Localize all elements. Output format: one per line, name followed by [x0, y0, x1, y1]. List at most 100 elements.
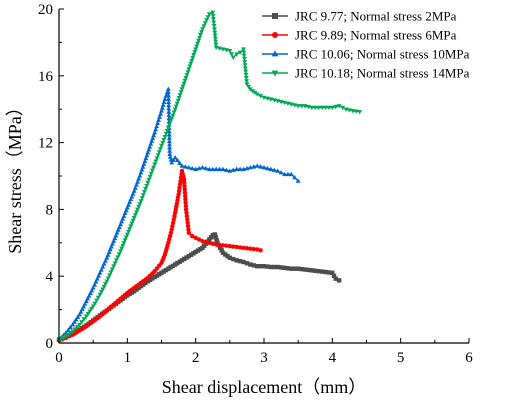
series-3-point	[86, 293, 92, 298]
series-3-point	[119, 219, 125, 224]
series-3-point	[157, 114, 162, 119]
series-1-point	[138, 284, 144, 289]
series-1-point	[147, 277, 153, 283]
series-1-point	[184, 255, 189, 260]
y-tick-label: 8	[46, 202, 54, 218]
series-3-point	[115, 227, 121, 232]
series-3-point	[123, 207, 129, 213]
series-2-point	[183, 207, 189, 212]
series-2-point	[182, 190, 188, 195]
series-1-point	[214, 237, 219, 243]
series-1-point	[261, 263, 267, 269]
series-3-point	[275, 168, 281, 173]
series-3-point	[264, 165, 270, 171]
series-4-point	[246, 84, 252, 90]
series-1-point	[295, 266, 301, 271]
series-2-point	[182, 180, 187, 185]
series-3-point	[161, 99, 167, 104]
series-4-point	[206, 12, 212, 17]
legend-swatch-marker	[272, 32, 278, 38]
series-3-point	[167, 138, 172, 144]
series-3-point	[223, 167, 229, 172]
series-2-point	[182, 193, 188, 199]
series-4-point	[230, 55, 236, 61]
x-tick-label: 5	[397, 350, 405, 366]
series-2-point	[170, 223, 175, 229]
series-2-point	[178, 178, 183, 184]
series-3-point	[166, 112, 172, 117]
series-1-point	[129, 290, 135, 295]
series-4-point	[326, 105, 332, 111]
series-3-point	[81, 303, 87, 309]
series-2-point	[185, 217, 190, 222]
series-1-point	[125, 293, 130, 298]
series-3-point	[156, 117, 161, 122]
series-3-point	[113, 232, 119, 238]
series-3-point	[158, 111, 163, 116]
series-1-point	[268, 264, 274, 270]
series-4-point	[247, 87, 253, 92]
series-1-point	[331, 273, 337, 278]
series-4-point	[210, 10, 216, 15]
series-2-point	[244, 246, 250, 251]
series-3-point	[124, 205, 130, 210]
series-1-point	[306, 267, 311, 273]
series-3-point	[89, 287, 95, 293]
series-2-point	[231, 244, 236, 249]
series-3-point	[165, 86, 171, 91]
series-3-point	[169, 160, 175, 165]
series-2-point	[182, 187, 187, 192]
legend-swatch-marker	[271, 70, 279, 77]
series-3-point	[182, 164, 188, 169]
series-1-point	[172, 262, 178, 267]
series-2-point	[248, 246, 253, 251]
legend-item: JRC 9.89; Normal stress 6MPa	[262, 28, 457, 43]
x-tick-label: 6	[465, 350, 473, 366]
series-1-point	[336, 278, 342, 283]
legend-item: JRC 10.18; Normal stress 14MPa	[262, 66, 470, 81]
series-3-point	[120, 216, 126, 221]
series-3-point	[179, 163, 185, 168]
series-3-point	[97, 270, 103, 275]
series-3-point	[83, 298, 89, 304]
series-3-point	[210, 166, 216, 172]
series-1-point	[282, 265, 287, 271]
series-3-point	[78, 309, 84, 314]
series-4-point	[213, 39, 219, 45]
series-3-point	[71, 319, 77, 324]
series-4-point	[350, 109, 356, 114]
series-3-point	[132, 185, 138, 190]
series-4-point	[94, 298, 100, 304]
series-3-point	[138, 170, 144, 175]
series-4-point	[242, 63, 248, 68]
series-4-point	[213, 42, 219, 48]
series-3-point	[100, 264, 106, 269]
series-3-point	[85, 295, 91, 301]
series-4-point	[212, 36, 218, 42]
series-3-point	[65, 327, 71, 332]
series-3-point	[282, 171, 287, 177]
legend-label: JRC 9.77; Normal stress 2MPa	[295, 9, 457, 24]
series-3-point	[153, 126, 159, 132]
series-3-point	[70, 321, 76, 327]
series-4-point	[336, 104, 342, 109]
series-1-point	[198, 247, 203, 252]
series-4-point	[299, 104, 305, 109]
series-3-point	[127, 199, 133, 204]
series-2-point	[185, 220, 190, 225]
legend-swatch-marker	[271, 50, 279, 57]
series-3-point	[94, 276, 100, 281]
series-2-point	[183, 200, 188, 205]
series-3-point	[167, 145, 172, 150]
series-4-point	[212, 33, 218, 39]
series-4-point	[85, 312, 91, 317]
series-4-point	[242, 56, 247, 62]
series-2-point	[181, 177, 187, 182]
series-4-point	[87, 309, 93, 314]
series-1-point	[309, 268, 315, 273]
series-2-point	[182, 183, 187, 189]
series-2-point	[186, 227, 191, 232]
series-4-point	[212, 30, 218, 36]
series-3-point	[166, 93, 171, 98]
series-3-point	[130, 191, 136, 196]
